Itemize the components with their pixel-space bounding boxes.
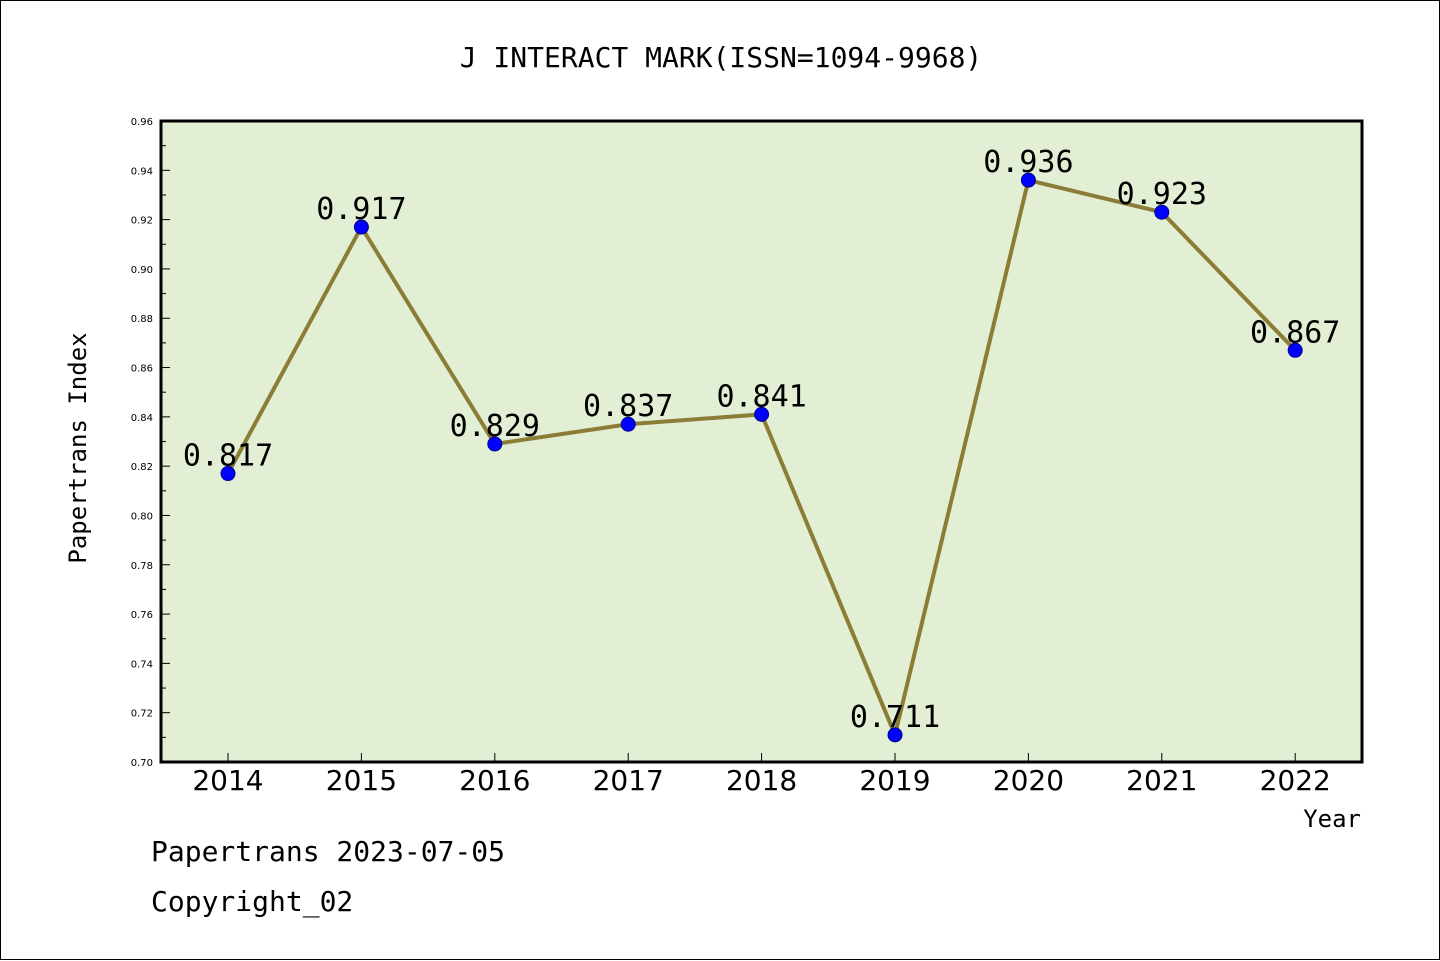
data-point [353, 219, 369, 235]
y-tick-label: 0.74 [131, 659, 153, 670]
data-point [220, 466, 236, 482]
footer-copyright: Copyright_02 [151, 885, 354, 918]
y-tick-label: 0.70 [131, 758, 153, 769]
data-point [487, 436, 503, 452]
x-tick-label: 2020 [993, 764, 1064, 797]
data-point [620, 416, 636, 432]
x-tick-label: 2016 [459, 764, 530, 797]
y-tick-label: 0.96 [131, 117, 153, 128]
data-point [887, 727, 903, 743]
y-tick-label: 0.94 [131, 166, 153, 177]
data-point [754, 406, 770, 422]
y-tick-label: 0.86 [131, 364, 153, 375]
x-axis-label: Year [1303, 805, 1361, 833]
x-tick-label: 2021 [1126, 764, 1197, 797]
footer-source: Papertrans 2023-07-05 [151, 835, 506, 868]
x-tick-label: 2019 [859, 764, 930, 797]
x-tick-label: 2018 [726, 764, 797, 797]
data-point [1287, 342, 1303, 358]
x-tick-label: 2015 [326, 764, 397, 797]
x-tick-label: 2022 [1260, 764, 1331, 797]
plot-layer: 0.70 0.72 0.74 0.76 0.78 0.80 0.82 0.84 0.86 0.88… [131, 117, 1364, 797]
data-point [1154, 204, 1170, 220]
y-tick-label: 0.80 [131, 511, 153, 522]
y-tick-label: 0.92 [131, 216, 153, 227]
y-tick-label: 0.90 [131, 265, 153, 276]
data-point [1020, 172, 1036, 188]
y-tick-label: 0.76 [131, 610, 153, 621]
y-tick-label: 0.72 [131, 709, 153, 720]
y-tick-label: 0.78 [131, 561, 153, 572]
chart-title: J INTERACT MARK(ISSN=1094-9968) [460, 41, 983, 74]
plot-frame [159, 119, 1364, 764]
x-tick-label: 2017 [593, 764, 664, 797]
y-tick-label: 0.88 [131, 314, 153, 325]
y-tick-label: 0.82 [131, 462, 153, 473]
y-tick-label: 0.84 [131, 413, 153, 424]
y-axis-label: Papertrans Index [64, 332, 92, 563]
x-tick-label: 2014 [192, 764, 263, 797]
